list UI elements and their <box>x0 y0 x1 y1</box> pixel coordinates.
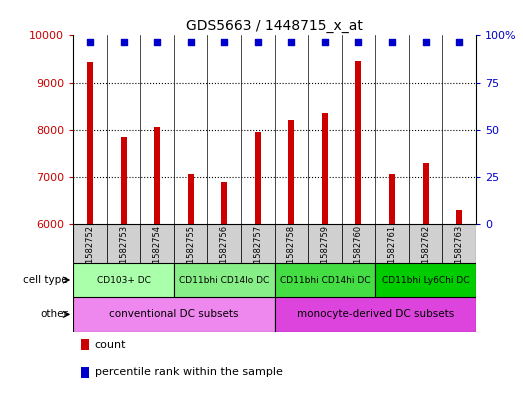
Text: cell type: cell type <box>24 275 68 285</box>
Bar <box>140 224 174 263</box>
Text: percentile rank within the sample: percentile rank within the sample <box>95 367 282 377</box>
Bar <box>154 127 160 224</box>
Point <box>388 39 396 45</box>
Point <box>354 39 362 45</box>
Bar <box>81 367 88 378</box>
Bar <box>423 163 429 224</box>
Bar <box>73 224 107 263</box>
Bar <box>241 224 275 263</box>
Text: conventional DC subsets: conventional DC subsets <box>109 309 238 320</box>
Text: CD11bhi CD14hi DC: CD11bhi CD14hi DC <box>280 275 370 285</box>
Point <box>86 39 94 45</box>
Point <box>287 39 295 45</box>
Point <box>119 39 128 45</box>
Bar <box>208 224 241 263</box>
Bar <box>275 297 476 332</box>
Bar <box>174 224 208 263</box>
Point <box>422 39 430 45</box>
Bar <box>174 263 275 297</box>
Text: GSM1582763: GSM1582763 <box>454 225 464 281</box>
Text: GSM1582753: GSM1582753 <box>119 225 128 281</box>
Text: GSM1582756: GSM1582756 <box>220 225 229 281</box>
Bar <box>255 132 261 224</box>
Text: GSM1582759: GSM1582759 <box>321 225 329 281</box>
Bar <box>375 224 409 263</box>
Text: CD11bhi CD14lo DC: CD11bhi CD14lo DC <box>179 275 269 285</box>
Point <box>455 39 463 45</box>
Bar <box>308 224 342 263</box>
Text: CD103+ DC: CD103+ DC <box>97 275 151 285</box>
Text: GSM1582752: GSM1582752 <box>85 225 95 281</box>
Bar <box>456 210 462 224</box>
Bar <box>188 174 194 224</box>
Bar <box>87 62 93 224</box>
Bar <box>107 224 140 263</box>
Bar <box>356 61 361 224</box>
Text: GSM1582761: GSM1582761 <box>388 225 396 281</box>
Title: GDS5663 / 1448715_x_at: GDS5663 / 1448715_x_at <box>186 19 363 33</box>
Bar <box>409 224 442 263</box>
Bar <box>389 174 395 224</box>
Point <box>187 39 195 45</box>
Text: count: count <box>95 340 126 350</box>
Bar <box>342 224 375 263</box>
Bar <box>73 263 174 297</box>
Bar <box>275 263 375 297</box>
Point <box>254 39 262 45</box>
Bar <box>442 224 476 263</box>
Point <box>220 39 229 45</box>
Bar <box>375 263 476 297</box>
Bar <box>81 340 88 351</box>
Text: GSM1582762: GSM1582762 <box>421 225 430 281</box>
Text: GSM1582760: GSM1582760 <box>354 225 363 281</box>
Text: CD11bhi Ly6Chi DC: CD11bhi Ly6Chi DC <box>382 275 469 285</box>
Text: GSM1582754: GSM1582754 <box>153 225 162 281</box>
Text: other: other <box>40 309 68 320</box>
Bar <box>120 137 127 224</box>
Bar <box>288 120 294 224</box>
Text: monocyte-derived DC subsets: monocyte-derived DC subsets <box>297 309 454 320</box>
Bar <box>73 297 275 332</box>
Point <box>321 39 329 45</box>
Point <box>153 39 161 45</box>
Text: GSM1582755: GSM1582755 <box>186 225 195 281</box>
Bar <box>322 113 328 224</box>
Bar <box>221 182 228 224</box>
Text: GSM1582758: GSM1582758 <box>287 225 296 281</box>
Text: GSM1582757: GSM1582757 <box>253 225 263 281</box>
Bar <box>275 224 308 263</box>
